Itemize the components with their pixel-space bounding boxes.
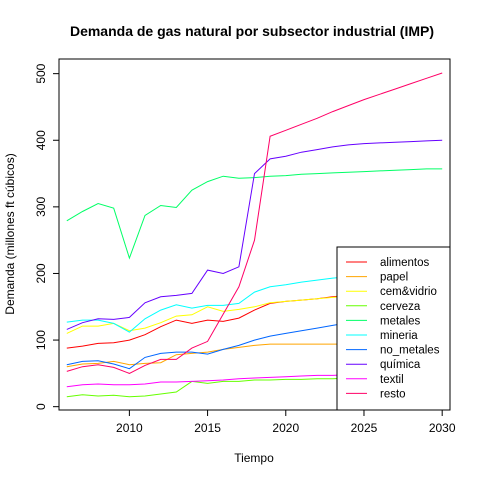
x-tick-label-1: 2015 xyxy=(194,421,221,435)
x-axis-label: Tiempo xyxy=(234,451,274,465)
y-tick-label-5: 500 xyxy=(34,63,48,83)
series-line-4 xyxy=(67,169,442,258)
y-axis-label: Demanda (millones ft cúbicos) xyxy=(3,153,17,314)
y-tick-label-2: 200 xyxy=(34,263,48,283)
x-axis: 2010 2015 2020 2025 2030 xyxy=(116,410,456,435)
chart-title: Demanda de gas natural por subsector ind… xyxy=(70,23,434,39)
y-tick-label-0: 0 xyxy=(34,403,48,410)
legend-label-3: cerveza xyxy=(380,301,421,313)
legend-label-1: papel xyxy=(380,272,408,284)
x-tick-label-3: 2025 xyxy=(351,421,378,435)
legend: alimentos papel cem&vidrio cerveza metales mi… xyxy=(337,247,450,410)
legend-label-2: cem&vidrio xyxy=(380,286,437,298)
y-tick-label-1: 100 xyxy=(34,330,48,350)
legend-label-7: química xyxy=(380,359,421,371)
legend-label-9: resto xyxy=(380,388,406,400)
legend-label-5: mineria xyxy=(380,330,418,342)
legend-label-8: textil xyxy=(380,374,404,386)
legend-label-6: no_metales xyxy=(380,345,440,357)
legend-label-4: metales xyxy=(380,315,421,327)
x-tick-label-4: 2030 xyxy=(429,421,456,435)
y-tick-label-3: 300 xyxy=(34,197,48,217)
y-tick-label-4: 400 xyxy=(34,130,48,150)
x-tick-label-2: 2020 xyxy=(272,421,299,435)
x-tick-label-0: 2010 xyxy=(116,421,143,435)
y-axis: 0 100 200 300 400 500 xyxy=(34,63,59,410)
legend-label-0: alimentos xyxy=(380,257,429,269)
